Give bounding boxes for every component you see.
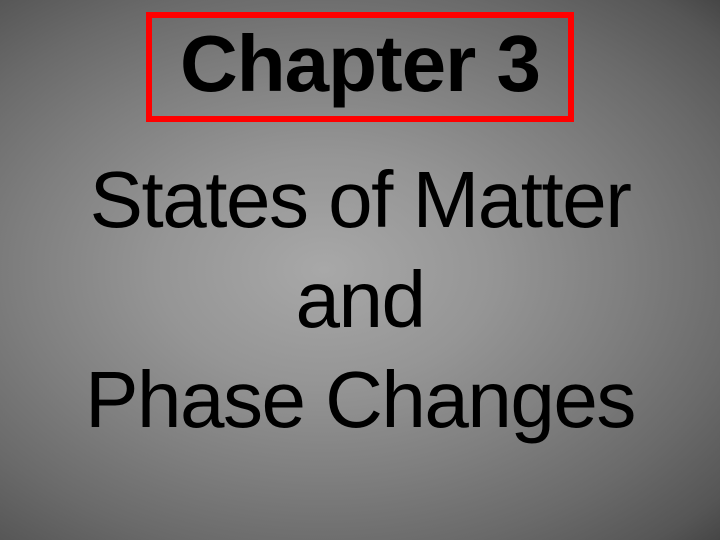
- subtitle-line-3: Phase Changes: [30, 350, 690, 450]
- slide-container: Chapter 3 States of Matter and Phase Cha…: [0, 0, 720, 540]
- subtitle-block: States of Matter and Phase Changes: [0, 150, 720, 450]
- chapter-box: Chapter 3: [146, 12, 574, 122]
- subtitle-line-1: States of Matter: [30, 150, 690, 250]
- subtitle-line-2: and: [30, 250, 690, 350]
- chapter-title: Chapter 3: [180, 22, 540, 106]
